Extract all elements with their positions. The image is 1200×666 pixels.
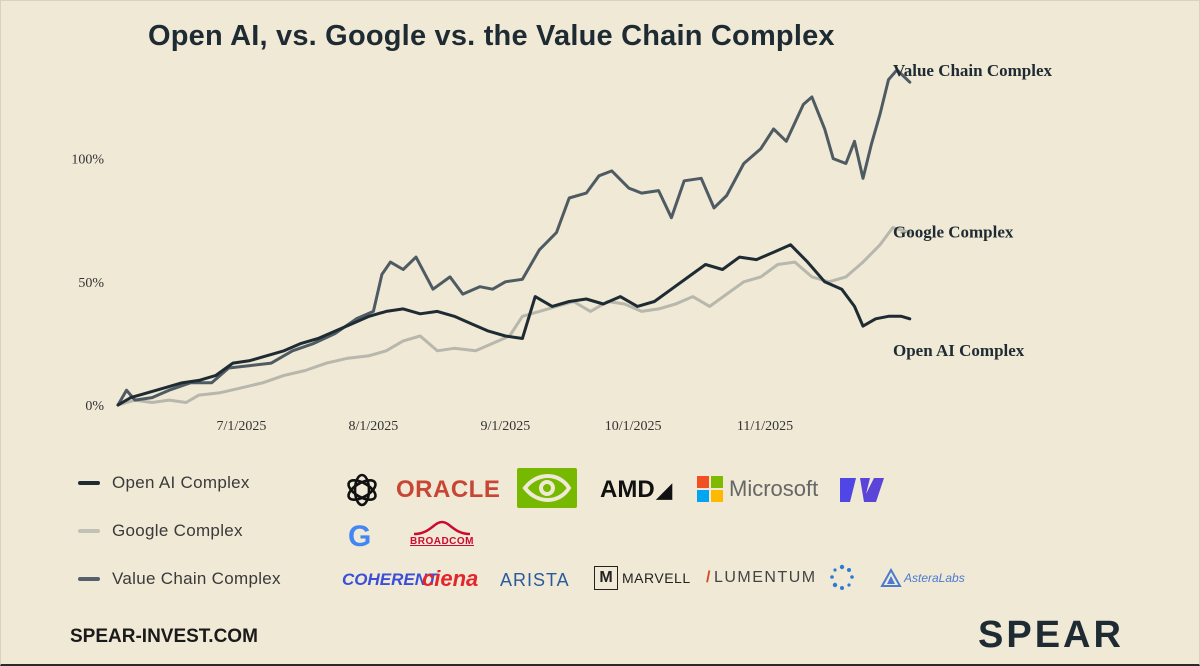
coherent-logo: COHERENT bbox=[342, 570, 438, 589]
coreweave-logo bbox=[836, 472, 892, 508]
chart-title: Open AI, vs. Google vs. the Value Chain … bbox=[148, 20, 835, 52]
series-line-open-ai-complex bbox=[116, 243, 912, 407]
legend-item-google: Google Complex bbox=[78, 518, 243, 544]
website-url: SPEAR-INVEST.COM bbox=[70, 626, 258, 647]
marvell-logo: M MARVELL bbox=[594, 566, 691, 590]
brand-logo: SPEAR bbox=[978, 614, 1124, 656]
legend-swatch-openai bbox=[78, 481, 100, 485]
amd-arrow-icon: ◢ bbox=[656, 479, 673, 502]
lumentum-slash-icon: / bbox=[706, 569, 712, 586]
broadcom-wave-icon bbox=[413, 520, 471, 536]
legend-label-openai: Open AI Complex bbox=[112, 473, 250, 492]
ciena-logo: ciena bbox=[422, 566, 479, 591]
credo-logo bbox=[828, 564, 856, 592]
y-tick-label: 0% bbox=[85, 399, 104, 414]
amd-logo: AMD ◢ bbox=[600, 476, 672, 504]
astera-logo: AsteraLabs bbox=[880, 568, 965, 588]
x-tick-label: 10/1/2025 bbox=[605, 419, 662, 434]
x-tick-label: 11/1/2025 bbox=[737, 419, 793, 434]
broadcom-logo: BROADCOM bbox=[410, 520, 474, 547]
microsoft-wordmark: Microsoft bbox=[729, 476, 819, 501]
microsoft-logo: Microsoft bbox=[697, 476, 818, 502]
series-end-label: Google Complex bbox=[893, 223, 1014, 242]
x-tick-label: 7/1/2025 bbox=[217, 419, 267, 434]
legend-item-openai: Open AI Complex bbox=[78, 470, 250, 496]
google-logo: G bbox=[348, 520, 371, 554]
legend-swatch-value-chain bbox=[78, 577, 100, 581]
legend-item-value-chain: Value Chain Complex bbox=[78, 566, 281, 592]
broadcom-wordmark: BROADCOM bbox=[410, 536, 474, 547]
legend-label-value-chain: Value Chain Complex bbox=[112, 569, 281, 588]
arista-logo: ARISTA bbox=[500, 570, 570, 590]
marvell-wordmark: MARVELL bbox=[622, 570, 691, 586]
y-axis: 0% 50% 100% bbox=[71, 153, 104, 414]
x-tick-label: 9/1/2025 bbox=[480, 419, 530, 434]
astera-wordmark: AsteraLabs bbox=[904, 571, 965, 585]
astera-triangle-icon bbox=[880, 568, 902, 587]
amd-wordmark: AMD bbox=[600, 476, 655, 503]
oracle-logo: ORACLE bbox=[396, 476, 501, 503]
series-end-label: Value Chain Complex bbox=[893, 61, 1053, 80]
y-tick-label: 50% bbox=[78, 276, 104, 291]
series-end-labels: Value Chain Complex Google Complex Open AI… bbox=[893, 61, 1053, 360]
y-tick-label: 100% bbox=[71, 153, 104, 168]
legend-label-google: Google Complex bbox=[112, 521, 243, 540]
series-lines bbox=[116, 68, 912, 407]
google-g-mark: G bbox=[348, 520, 372, 553]
openai-logo bbox=[342, 470, 382, 510]
marvell-m-icon: M bbox=[594, 566, 618, 590]
series-line-google-complex bbox=[116, 226, 912, 407]
lumentum-wordmark: LUMENTUM bbox=[713, 569, 817, 586]
lumentum-logo: / LUMENTUM bbox=[706, 569, 817, 587]
microsoft-squares-icon bbox=[697, 476, 723, 502]
nvidia-logo bbox=[517, 468, 577, 508]
series-line-value-chain-complex bbox=[116, 68, 912, 407]
legend-swatch-google bbox=[78, 529, 100, 533]
x-axis: 7/1/2025 8/1/2025 9/1/2025 10/1/2025 11/1/20… bbox=[217, 419, 794, 434]
x-tick-label: 8/1/2025 bbox=[349, 419, 399, 434]
series-end-label: Open AI Complex bbox=[893, 341, 1025, 360]
